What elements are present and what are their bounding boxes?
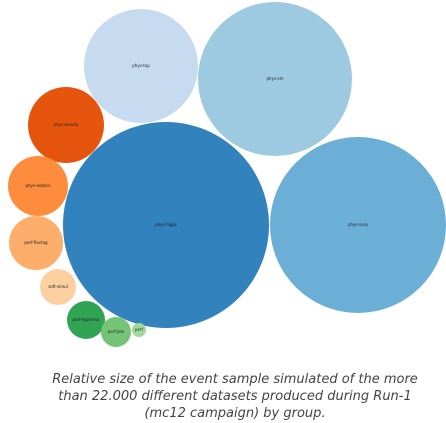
bubble-circle-perf-egamma [67, 301, 105, 339]
bubble-label-phys-beauty: phys-beauty [54, 122, 80, 127]
bubble-circle-soft-simul [40, 269, 76, 305]
bubble-label-perf-jets: perf-jets [108, 329, 125, 334]
figure-caption: Relative size of the event sample simula… [52, 372, 418, 421]
bubble-label-phys-exotics: phys-exotics [25, 183, 50, 188]
bubble-circle-phys-beauty [28, 87, 104, 163]
bubble-phys-exotics: phys-exotics [8, 156, 68, 216]
bubble-circle-perf-flavtag [9, 216, 63, 270]
bubble-perf: perf [132, 323, 146, 337]
bubble-circle-phys-sm [198, 2, 352, 156]
bubble-label-perf-egamma: perf-egamma [73, 317, 101, 322]
bubble-layer: phys-higgs phys-susy phys-sm phys-top phys-b… [8, 2, 446, 347]
bubble-phys-susy: phys-susy [270, 137, 446, 313]
bubble-label-perf-flavtag: perf-flavtag [24, 240, 48, 245]
bubble-circle-phys-exotics [8, 156, 68, 216]
bubble-phys-beauty: phys-beauty [28, 87, 104, 163]
bubble-soft-simul: soft-simul [40, 269, 76, 305]
bubble-perf-egamma: perf-egamma [67, 301, 105, 339]
bubble-label-phys-top: phys-top [132, 63, 150, 68]
bubble-circle-perf-jets [101, 317, 131, 347]
bubble-circle-perf [132, 323, 146, 337]
bubble-label-phys-sm: phys-sm [267, 76, 284, 81]
bubble-label-soft-simul: soft-simul [48, 284, 68, 289]
bubble-phys-top: phys-top [84, 9, 198, 123]
bubble-circle-phys-top [84, 9, 198, 123]
bubble-perf-jets: perf-jets [101, 317, 131, 347]
bubble-perf-flavtag: perf-flavtag [9, 216, 63, 270]
bubble-label-phys-susy: phys-susy [348, 222, 369, 227]
bubble-phys-higgs: phys-higgs [63, 122, 269, 328]
bubble-label-phys-higgs: phys-higgs [155, 222, 177, 227]
bubble-circle-phys-susy [270, 137, 446, 313]
bubble-label-perf: perf [135, 327, 144, 332]
bubble-figure: phys-higgs phys-susy phys-sm phys-top phys-b… [8, 2, 446, 347]
bubble-phys-sm: phys-sm [198, 2, 352, 156]
bubble-circle-phys-higgs [63, 122, 269, 328]
